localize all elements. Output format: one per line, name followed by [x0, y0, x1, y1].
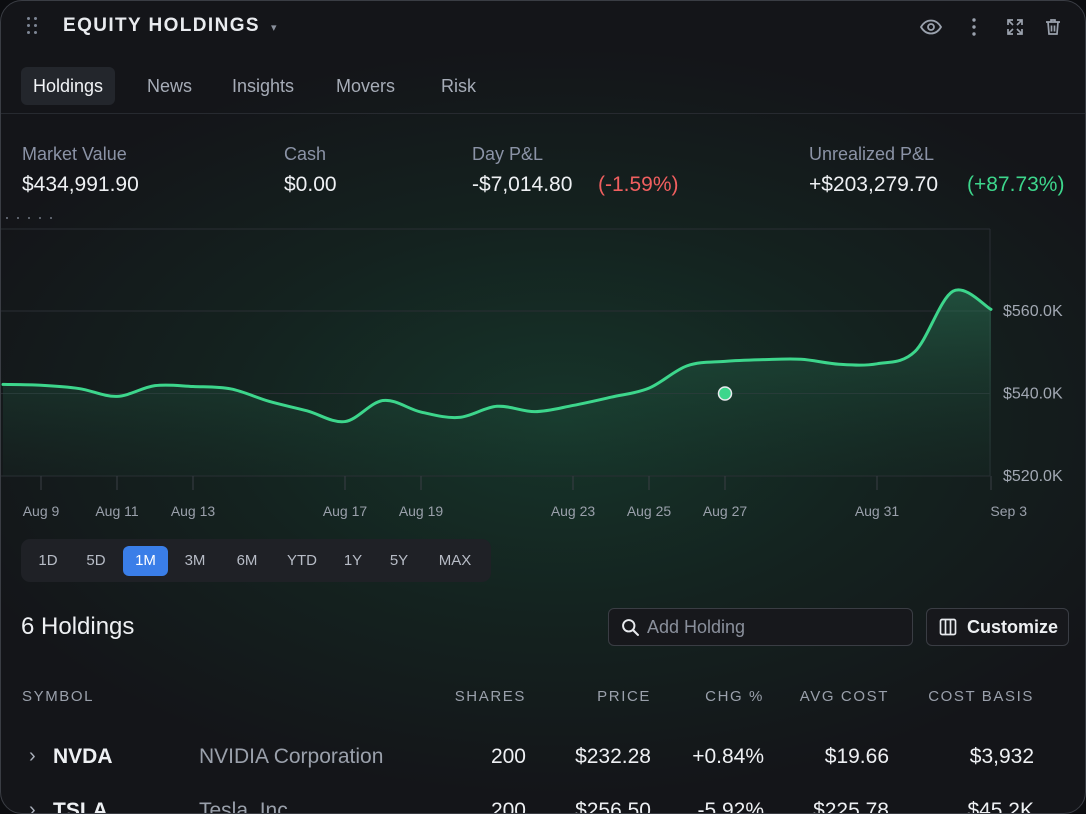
add-holding-search — [608, 608, 913, 646]
drag-handle-icon[interactable] — [27, 17, 39, 35]
col-symbol[interactable]: SYMBOL — [22, 688, 95, 705]
x-tick-label: Aug 23 — [551, 503, 596, 519]
row-symbol: TSLA — [53, 799, 108, 814]
col-chg-pct[interactable]: CHG % — [705, 688, 764, 705]
col-cost-basis[interactable]: COST BASIS — [928, 688, 1034, 705]
portfolio-value-chart[interactable]: $560.0K $540.0K $520.0K Aug 9 Aug 11 Aug 13 A… — [1, 223, 1086, 523]
time-range-selector: 1D 5D 1M 3M 6M YTD 1Y 5Y MAX — [21, 539, 491, 582]
col-shares[interactable]: SHARES — [454, 688, 526, 705]
chart-area-fill — [3, 289, 991, 476]
row-shares: 200 — [490, 799, 526, 814]
row-company-name: Tesla, Inc. — [199, 799, 294, 814]
expand-icon[interactable] — [1003, 15, 1027, 39]
range-5d-button[interactable]: 5D — [86, 552, 106, 569]
day-pl-value: -$7,014.80 — [472, 173, 573, 196]
col-avg-cost[interactable]: AVG COST — [799, 688, 889, 705]
tab-insights[interactable]: Insights — [232, 76, 295, 96]
row-shares: 200 — [490, 745, 526, 768]
range-1m-button[interactable]: 1M — [123, 546, 168, 576]
add-holding-input[interactable] — [647, 609, 897, 645]
day-pl-percent: (-1.59%) — [598, 173, 679, 196]
table-row[interactable]: › TSLA Tesla, Inc. 200 $256.50 -5.92% $2… — [1, 799, 1085, 814]
y-tick-label: $560.0K — [1003, 303, 1063, 320]
row-company-name: NVIDIA Corporation — [199, 745, 384, 768]
more-vertical-icon[interactable] — [962, 15, 986, 39]
range-max-button[interactable]: MAX — [438, 552, 472, 569]
x-tick-label: Aug 31 — [855, 503, 900, 519]
range-5y-button[interactable]: 5Y — [389, 552, 409, 569]
range-ytd-button[interactable]: YTD — [287, 552, 317, 569]
holdings-count-title: 6 Holdings — [21, 613, 135, 640]
row-price: $256.50 — [575, 799, 651, 814]
row-expand-chevron-icon[interactable]: › — [29, 745, 36, 767]
x-tick-label: Aug 11 — [95, 503, 139, 519]
tab-risk[interactable]: Risk — [441, 76, 476, 96]
title-dropdown-caret-icon[interactable]: ▾ — [271, 22, 277, 34]
y-tick-label: $520.0K — [1003, 468, 1063, 485]
widget-title[interactable]: EQUITY HOLDINGS — [63, 15, 260, 36]
row-symbol: NVDA — [53, 745, 113, 768]
range-1d-button[interactable]: 1D — [38, 552, 58, 569]
row-avg-cost: $19.66 — [824, 745, 889, 768]
x-tick-label: Aug 19 — [399, 503, 444, 519]
chart-top-dotted-divider — [6, 217, 56, 219]
x-tick-label: Aug 17 — [323, 503, 368, 519]
x-tick-label: Aug 13 — [171, 503, 216, 519]
tab-holdings[interactable]: Holdings — [21, 67, 116, 105]
chart-series-line — [1, 288, 993, 424]
row-chg-pct: +0.84% — [692, 745, 764, 768]
unrealized-pl-label: Unrealized P&L — [809, 144, 935, 164]
day-pl-label: Day P&L — [472, 144, 544, 164]
chart-hover-marker[interactable] — [717, 386, 733, 401]
range-1y-button[interactable]: 1Y — [343, 552, 363, 569]
y-tick-label: $540.0K — [1003, 386, 1063, 403]
col-price[interactable]: PRICE — [597, 688, 651, 705]
row-price: $232.28 — [575, 745, 651, 768]
eye-icon[interactable] — [919, 15, 943, 39]
market-value-value: $434,991.90 — [22, 173, 139, 196]
row-expand-chevron-icon[interactable]: › — [29, 799, 36, 814]
table-row[interactable]: › NVDA NVIDIA Corporation 200 $232.28 +0… — [1, 745, 1085, 795]
row-chg-pct: -5.92% — [697, 799, 764, 814]
range-6m-button[interactable]: 6M — [236, 552, 258, 569]
x-tick-label: Aug 27 — [703, 503, 748, 519]
market-value-label: Market Value — [22, 144, 127, 164]
columns-icon — [939, 618, 957, 636]
x-tick-label: Aug 9 — [23, 503, 60, 519]
customize-label: Customize — [967, 617, 1059, 637]
unrealized-pl-percent: (+87.73%) — [967, 173, 1065, 196]
x-tick-label: Aug 25 — [627, 503, 672, 519]
unrealized-pl-value: +$203,279.70 — [809, 173, 939, 196]
cash-value: $0.00 — [284, 173, 337, 196]
row-cost-basis: $3,932 — [969, 745, 1034, 768]
range-3m-button[interactable]: 3M — [184, 552, 206, 569]
trash-icon[interactable] — [1041, 15, 1065, 39]
row-cost-basis: $45.2K — [967, 799, 1034, 814]
search-icon — [622, 619, 639, 636]
customize-button[interactable]: Customize — [926, 608, 1069, 646]
tab-news[interactable]: News — [147, 76, 193, 96]
x-tick-label: Sep 3 — [990, 503, 1027, 519]
row-avg-cost: $225.78 — [813, 799, 889, 814]
cash-label: Cash — [284, 144, 327, 164]
tab-movers[interactable]: Movers — [336, 76, 396, 96]
tab-divider — [1, 113, 1085, 114]
widget-header: EQUITY HOLDINGS ▾ — [1, 1, 1085, 53]
